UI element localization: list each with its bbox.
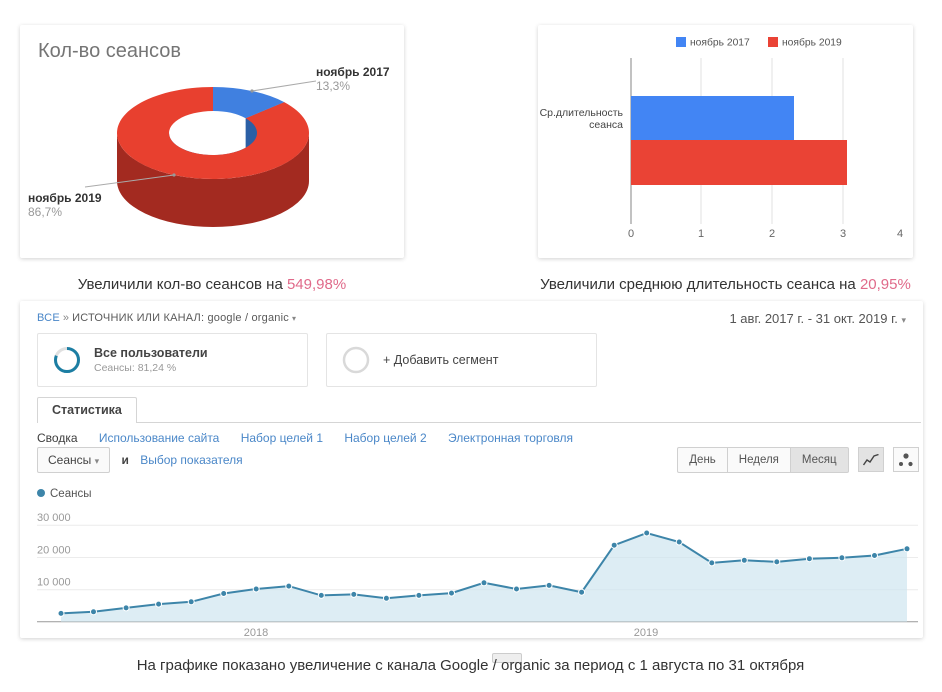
svg-text:4: 4 xyxy=(897,228,903,240)
svg-text:2: 2 xyxy=(769,228,775,240)
svg-text:20 000: 20 000 xyxy=(37,545,71,557)
svg-text:2018: 2018 xyxy=(244,627,268,639)
svg-text:1: 1 xyxy=(698,228,704,240)
svg-text:0: 0 xyxy=(628,228,634,240)
svg-text:ноябрь 2019: ноябрь 2019 xyxy=(782,37,842,49)
svg-text:3: 3 xyxy=(840,228,846,240)
svg-text:2019: 2019 xyxy=(634,627,658,639)
svg-text:Ср.длительность: Ср.длительность xyxy=(540,107,624,119)
svg-text:10 000: 10 000 xyxy=(37,577,71,589)
svg-text:сеанса: сеанса xyxy=(589,119,623,131)
svg-text:ноябрь 2017: ноябрь 2017 xyxy=(690,37,750,49)
svg-text:30 000: 30 000 xyxy=(37,512,71,524)
